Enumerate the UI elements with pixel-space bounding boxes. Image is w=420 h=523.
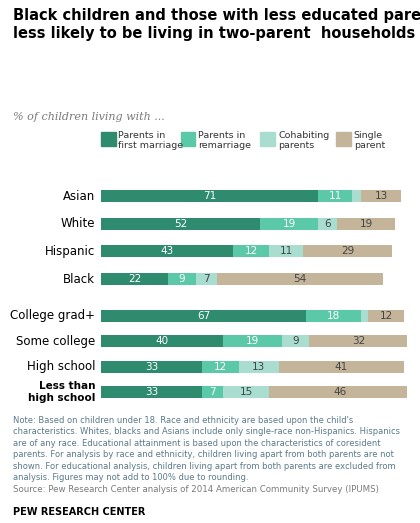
Text: 22: 22 bbox=[128, 274, 141, 284]
Bar bbox=[337, 218, 395, 230]
Bar bbox=[270, 386, 410, 398]
Bar bbox=[196, 273, 217, 285]
Text: 15: 15 bbox=[240, 387, 253, 397]
Bar bbox=[223, 335, 282, 347]
Text: 71: 71 bbox=[203, 191, 216, 201]
Bar bbox=[239, 360, 278, 372]
Bar bbox=[202, 360, 239, 372]
Bar bbox=[101, 245, 233, 257]
Bar bbox=[318, 190, 352, 202]
Text: 12: 12 bbox=[214, 361, 227, 371]
Bar bbox=[260, 218, 318, 230]
Bar bbox=[362, 190, 401, 202]
Text: 9: 9 bbox=[179, 274, 185, 284]
Bar bbox=[309, 335, 407, 347]
Text: 7: 7 bbox=[210, 387, 216, 397]
Bar bbox=[352, 190, 361, 202]
Bar bbox=[101, 218, 260, 230]
Bar bbox=[202, 386, 223, 398]
Bar bbox=[217, 273, 383, 285]
Text: 67: 67 bbox=[197, 311, 210, 321]
Bar bbox=[318, 218, 337, 230]
Bar bbox=[282, 335, 309, 347]
Text: Note: Based on children under 18. Race and ethnicity are based upon the child's
: Note: Based on children under 18. Race a… bbox=[13, 416, 399, 482]
Bar bbox=[368, 310, 404, 322]
Bar bbox=[278, 360, 404, 372]
Bar bbox=[306, 310, 361, 322]
Text: 12: 12 bbox=[244, 246, 257, 256]
Bar bbox=[270, 245, 303, 257]
Text: 52: 52 bbox=[174, 219, 187, 229]
Bar bbox=[101, 190, 318, 202]
Text: 11: 11 bbox=[329, 191, 342, 201]
Bar bbox=[168, 273, 196, 285]
Text: % of children living with ...: % of children living with ... bbox=[13, 112, 164, 122]
Bar bbox=[101, 386, 202, 398]
Text: 33: 33 bbox=[145, 361, 158, 371]
Text: 6: 6 bbox=[324, 219, 331, 229]
Text: 40: 40 bbox=[155, 336, 169, 346]
Bar bbox=[303, 245, 392, 257]
Text: Cohabiting
parents: Cohabiting parents bbox=[278, 131, 329, 150]
Text: 19: 19 bbox=[246, 336, 259, 346]
Text: Single
parent: Single parent bbox=[354, 131, 385, 150]
Bar bbox=[223, 386, 270, 398]
Bar bbox=[101, 310, 306, 322]
Text: PEW RESEARCH CENTER: PEW RESEARCH CENTER bbox=[13, 507, 145, 517]
Text: Black children and those with less educated parents
less likely to be living in : Black children and those with less educa… bbox=[13, 8, 420, 41]
Text: Parents in
remarriage: Parents in remarriage bbox=[198, 131, 251, 150]
Text: 33: 33 bbox=[145, 387, 158, 397]
Bar bbox=[101, 273, 168, 285]
Text: 19: 19 bbox=[283, 219, 296, 229]
Text: 46: 46 bbox=[333, 387, 346, 397]
Text: 9: 9 bbox=[292, 336, 299, 346]
Bar bbox=[101, 335, 223, 347]
Bar bbox=[362, 310, 368, 322]
Text: Parents in
first marriage: Parents in first marriage bbox=[118, 131, 184, 150]
Text: Source: Pew Research Center analysis of 2014 American Community Survey (IPUMS): Source: Pew Research Center analysis of … bbox=[13, 485, 378, 494]
Text: 43: 43 bbox=[160, 246, 173, 256]
Text: 11: 11 bbox=[280, 246, 293, 256]
Text: 18: 18 bbox=[327, 311, 341, 321]
Bar bbox=[233, 245, 270, 257]
Text: 19: 19 bbox=[360, 219, 373, 229]
Text: 12: 12 bbox=[379, 311, 393, 321]
Text: 7: 7 bbox=[203, 274, 210, 284]
Text: 32: 32 bbox=[352, 336, 365, 346]
Text: 41: 41 bbox=[335, 361, 348, 371]
Text: 29: 29 bbox=[341, 246, 354, 256]
Text: 13: 13 bbox=[375, 191, 388, 201]
Text: 54: 54 bbox=[294, 274, 307, 284]
Bar bbox=[101, 360, 202, 372]
Text: 13: 13 bbox=[252, 361, 265, 371]
